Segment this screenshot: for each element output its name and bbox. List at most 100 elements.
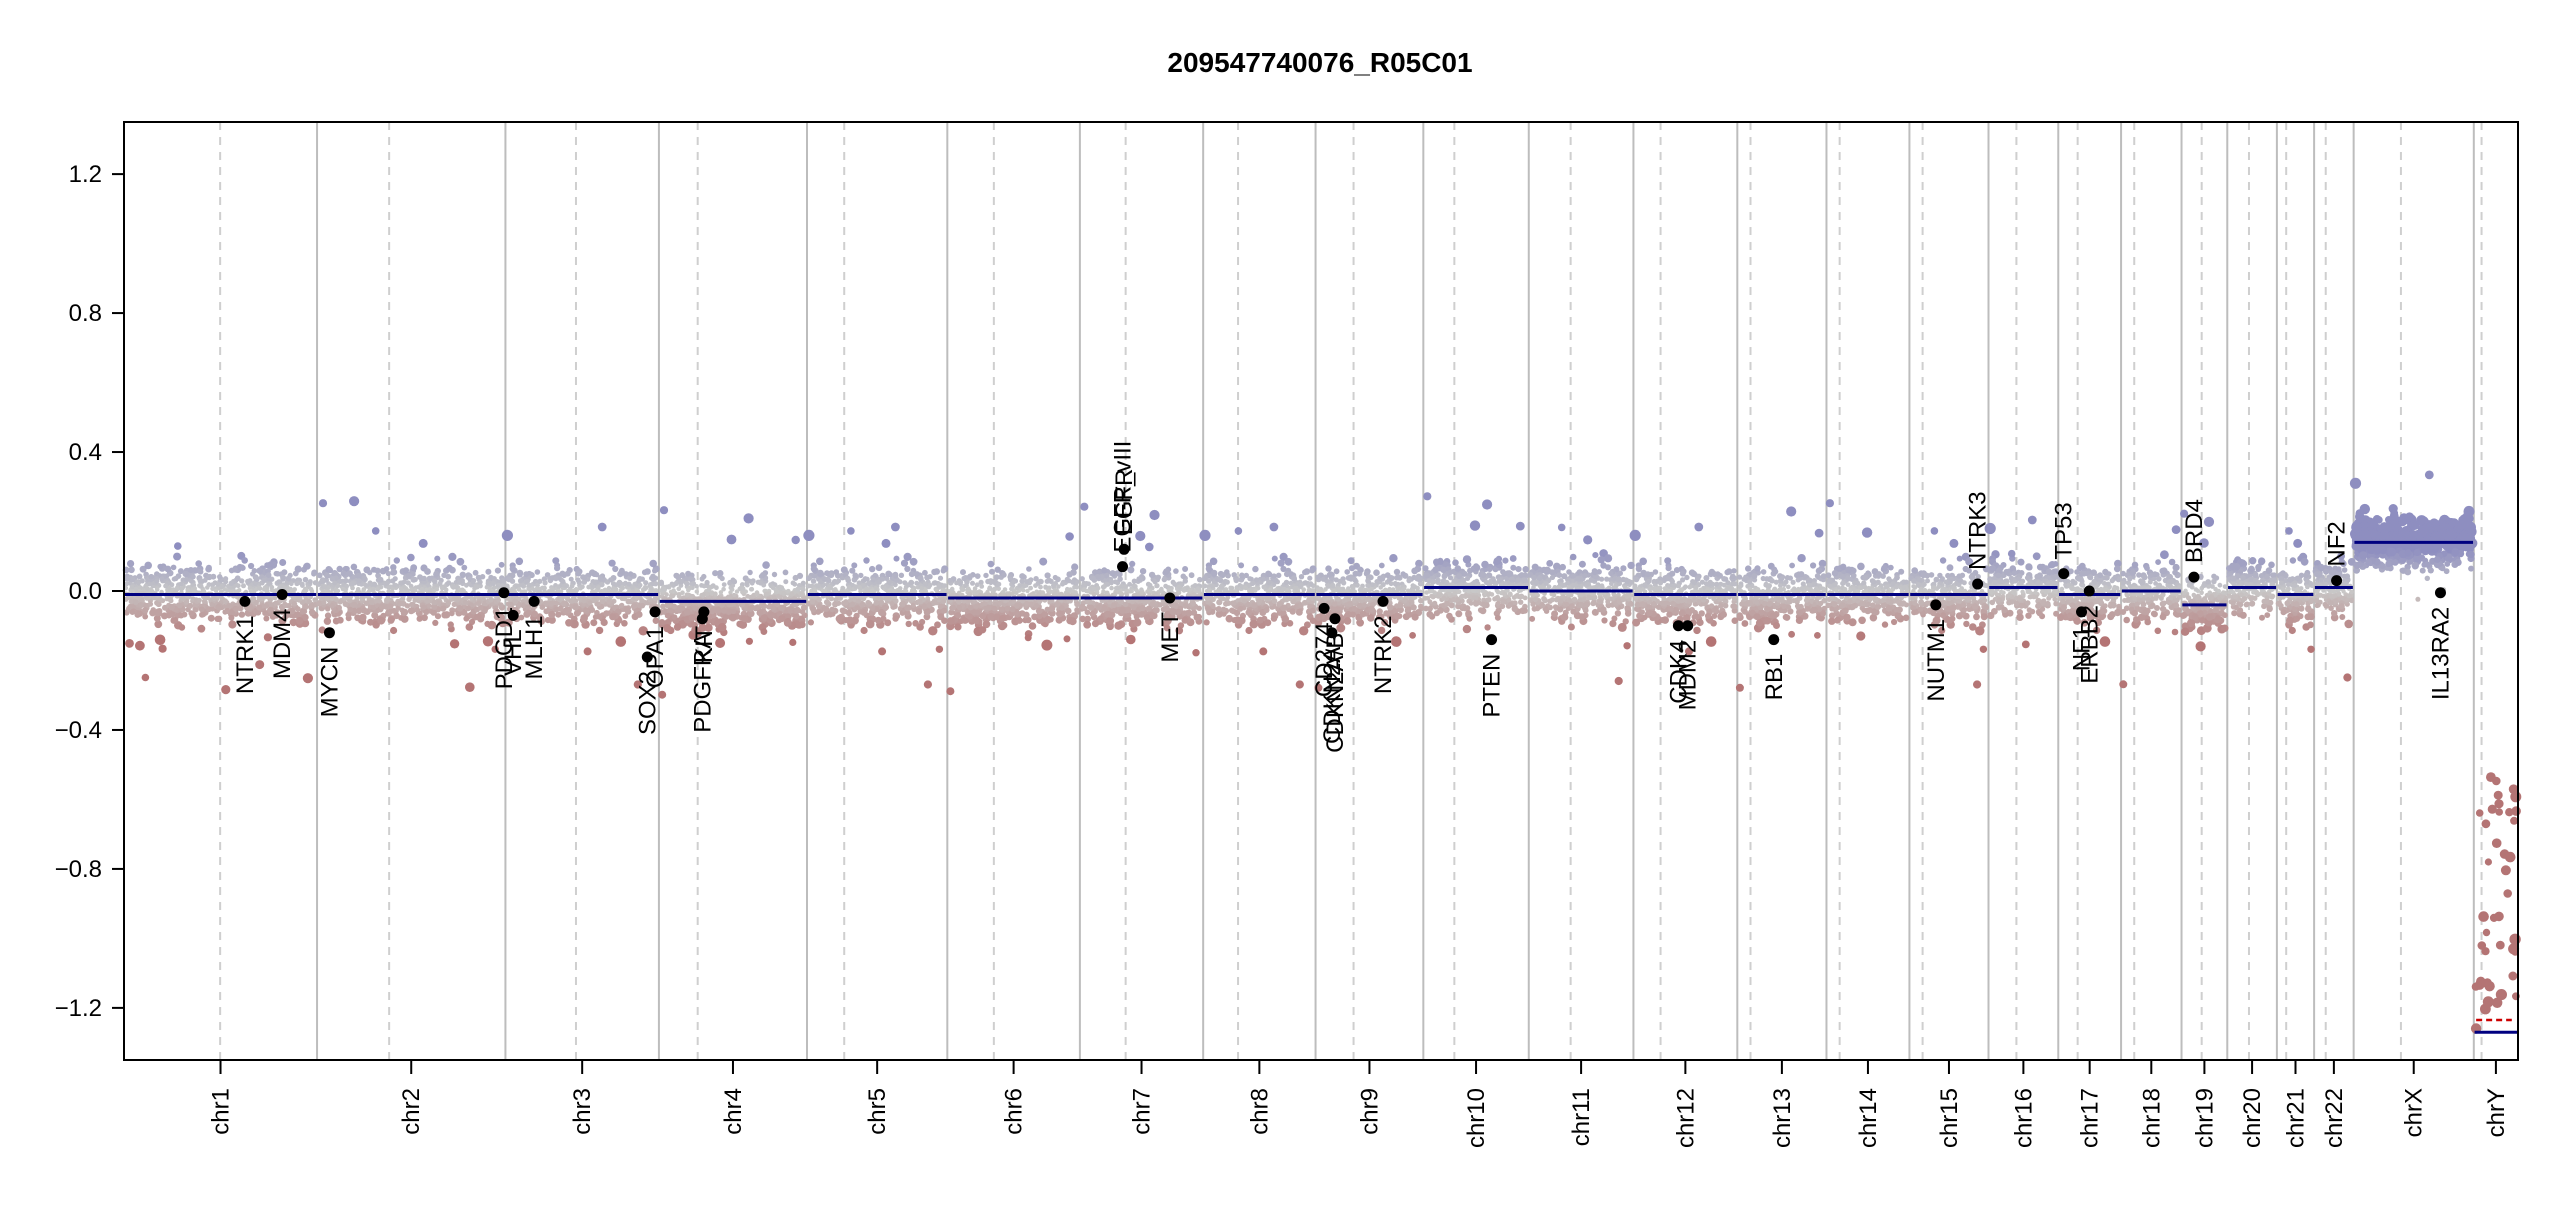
probe-point bbox=[800, 587, 805, 592]
probe-point bbox=[782, 591, 787, 596]
probe-point bbox=[695, 589, 699, 593]
probe-point bbox=[732, 579, 737, 584]
probe-point bbox=[933, 568, 940, 575]
probe-point bbox=[999, 606, 1004, 611]
probe-point bbox=[583, 607, 589, 613]
probe-point bbox=[1245, 627, 1252, 634]
probe-point bbox=[855, 605, 860, 610]
probe-point bbox=[1217, 577, 1222, 582]
probe-point bbox=[558, 606, 564, 612]
probe-point bbox=[650, 574, 656, 580]
probe-point bbox=[159, 645, 167, 653]
probe-point bbox=[1225, 580, 1230, 585]
probe-point bbox=[215, 616, 221, 622]
probe-point bbox=[1239, 573, 1245, 579]
probe-point bbox=[750, 581, 755, 586]
probe-point bbox=[393, 613, 400, 620]
probe-point bbox=[1083, 621, 1091, 629]
probe-point bbox=[598, 523, 607, 532]
probe-point bbox=[1235, 527, 1243, 535]
probe-point bbox=[917, 599, 923, 605]
probe-point bbox=[309, 609, 315, 615]
probe-point bbox=[664, 592, 669, 597]
probe-point bbox=[846, 610, 853, 617]
probe-point bbox=[1005, 606, 1011, 612]
probe-point bbox=[179, 582, 184, 587]
probe-point bbox=[351, 564, 358, 571]
probe-point bbox=[638, 583, 643, 588]
probe-point bbox=[1101, 567, 1107, 573]
probe-point bbox=[608, 577, 613, 582]
probe-point bbox=[813, 589, 817, 593]
probe-point bbox=[1152, 579, 1157, 584]
probe-point bbox=[960, 588, 965, 593]
probe-point bbox=[1140, 568, 1146, 574]
probe-point bbox=[825, 600, 830, 605]
probe-point bbox=[974, 604, 979, 609]
probe-point bbox=[1270, 523, 1279, 532]
probe-point bbox=[570, 584, 575, 589]
probe-point bbox=[1146, 606, 1152, 612]
probe-point bbox=[778, 586, 783, 591]
probe-point bbox=[1216, 606, 1222, 612]
probe-point bbox=[1296, 680, 1304, 688]
probe-point bbox=[1115, 585, 1120, 590]
probe-point bbox=[1074, 590, 1078, 594]
probe-point bbox=[1041, 640, 1052, 651]
probe-point bbox=[448, 621, 454, 627]
probe-point bbox=[1047, 578, 1052, 583]
probe-point bbox=[441, 605, 447, 611]
probe-point bbox=[475, 613, 482, 620]
probe-point bbox=[653, 617, 660, 624]
probe-point bbox=[904, 566, 910, 572]
probe-point bbox=[169, 604, 175, 610]
probe-point bbox=[992, 606, 998, 612]
probe-point bbox=[1092, 592, 1097, 597]
probe-point bbox=[1310, 596, 1315, 601]
probe-point bbox=[669, 593, 674, 598]
probe-point bbox=[1056, 584, 1061, 589]
probe-point bbox=[148, 601, 153, 606]
probe-point bbox=[1019, 579, 1024, 584]
probe-point bbox=[171, 565, 177, 571]
probe-point bbox=[404, 586, 409, 591]
probe-point bbox=[1259, 647, 1267, 655]
probe-point bbox=[386, 596, 391, 601]
probe-point bbox=[1023, 612, 1030, 619]
probe-point bbox=[636, 578, 641, 583]
probe-point bbox=[973, 617, 980, 624]
probe-point bbox=[900, 601, 906, 607]
probe-point bbox=[622, 613, 628, 619]
probe-point bbox=[325, 595, 330, 600]
probe-point bbox=[1238, 562, 1244, 568]
probe-point bbox=[743, 575, 749, 581]
probe-point bbox=[403, 567, 409, 573]
probe-point bbox=[968, 592, 973, 597]
probe-point bbox=[441, 573, 446, 578]
probe-point bbox=[517, 587, 522, 592]
probe-point bbox=[1034, 603, 1039, 608]
probe-point bbox=[457, 605, 464, 612]
probe-point bbox=[223, 598, 228, 603]
probe-point bbox=[397, 601, 403, 607]
probe-point bbox=[1219, 584, 1224, 589]
probe-point bbox=[1246, 609, 1253, 616]
probe-point bbox=[1189, 572, 1195, 578]
probe-point bbox=[677, 592, 682, 597]
probe-point bbox=[884, 619, 891, 626]
probe-point bbox=[688, 614, 695, 621]
probe-point bbox=[796, 587, 801, 592]
probe-point bbox=[1129, 561, 1135, 567]
probe-point bbox=[408, 607, 415, 614]
probe-point bbox=[363, 566, 370, 573]
probe-point bbox=[801, 581, 806, 586]
probe-point bbox=[1282, 587, 1287, 592]
probe-point bbox=[205, 585, 210, 590]
probe-point bbox=[685, 571, 691, 577]
probe-point bbox=[144, 596, 149, 601]
probe-point bbox=[269, 585, 274, 590]
probe-point bbox=[827, 585, 832, 590]
probe-point bbox=[1204, 619, 1210, 625]
probe-point bbox=[1053, 591, 1058, 596]
